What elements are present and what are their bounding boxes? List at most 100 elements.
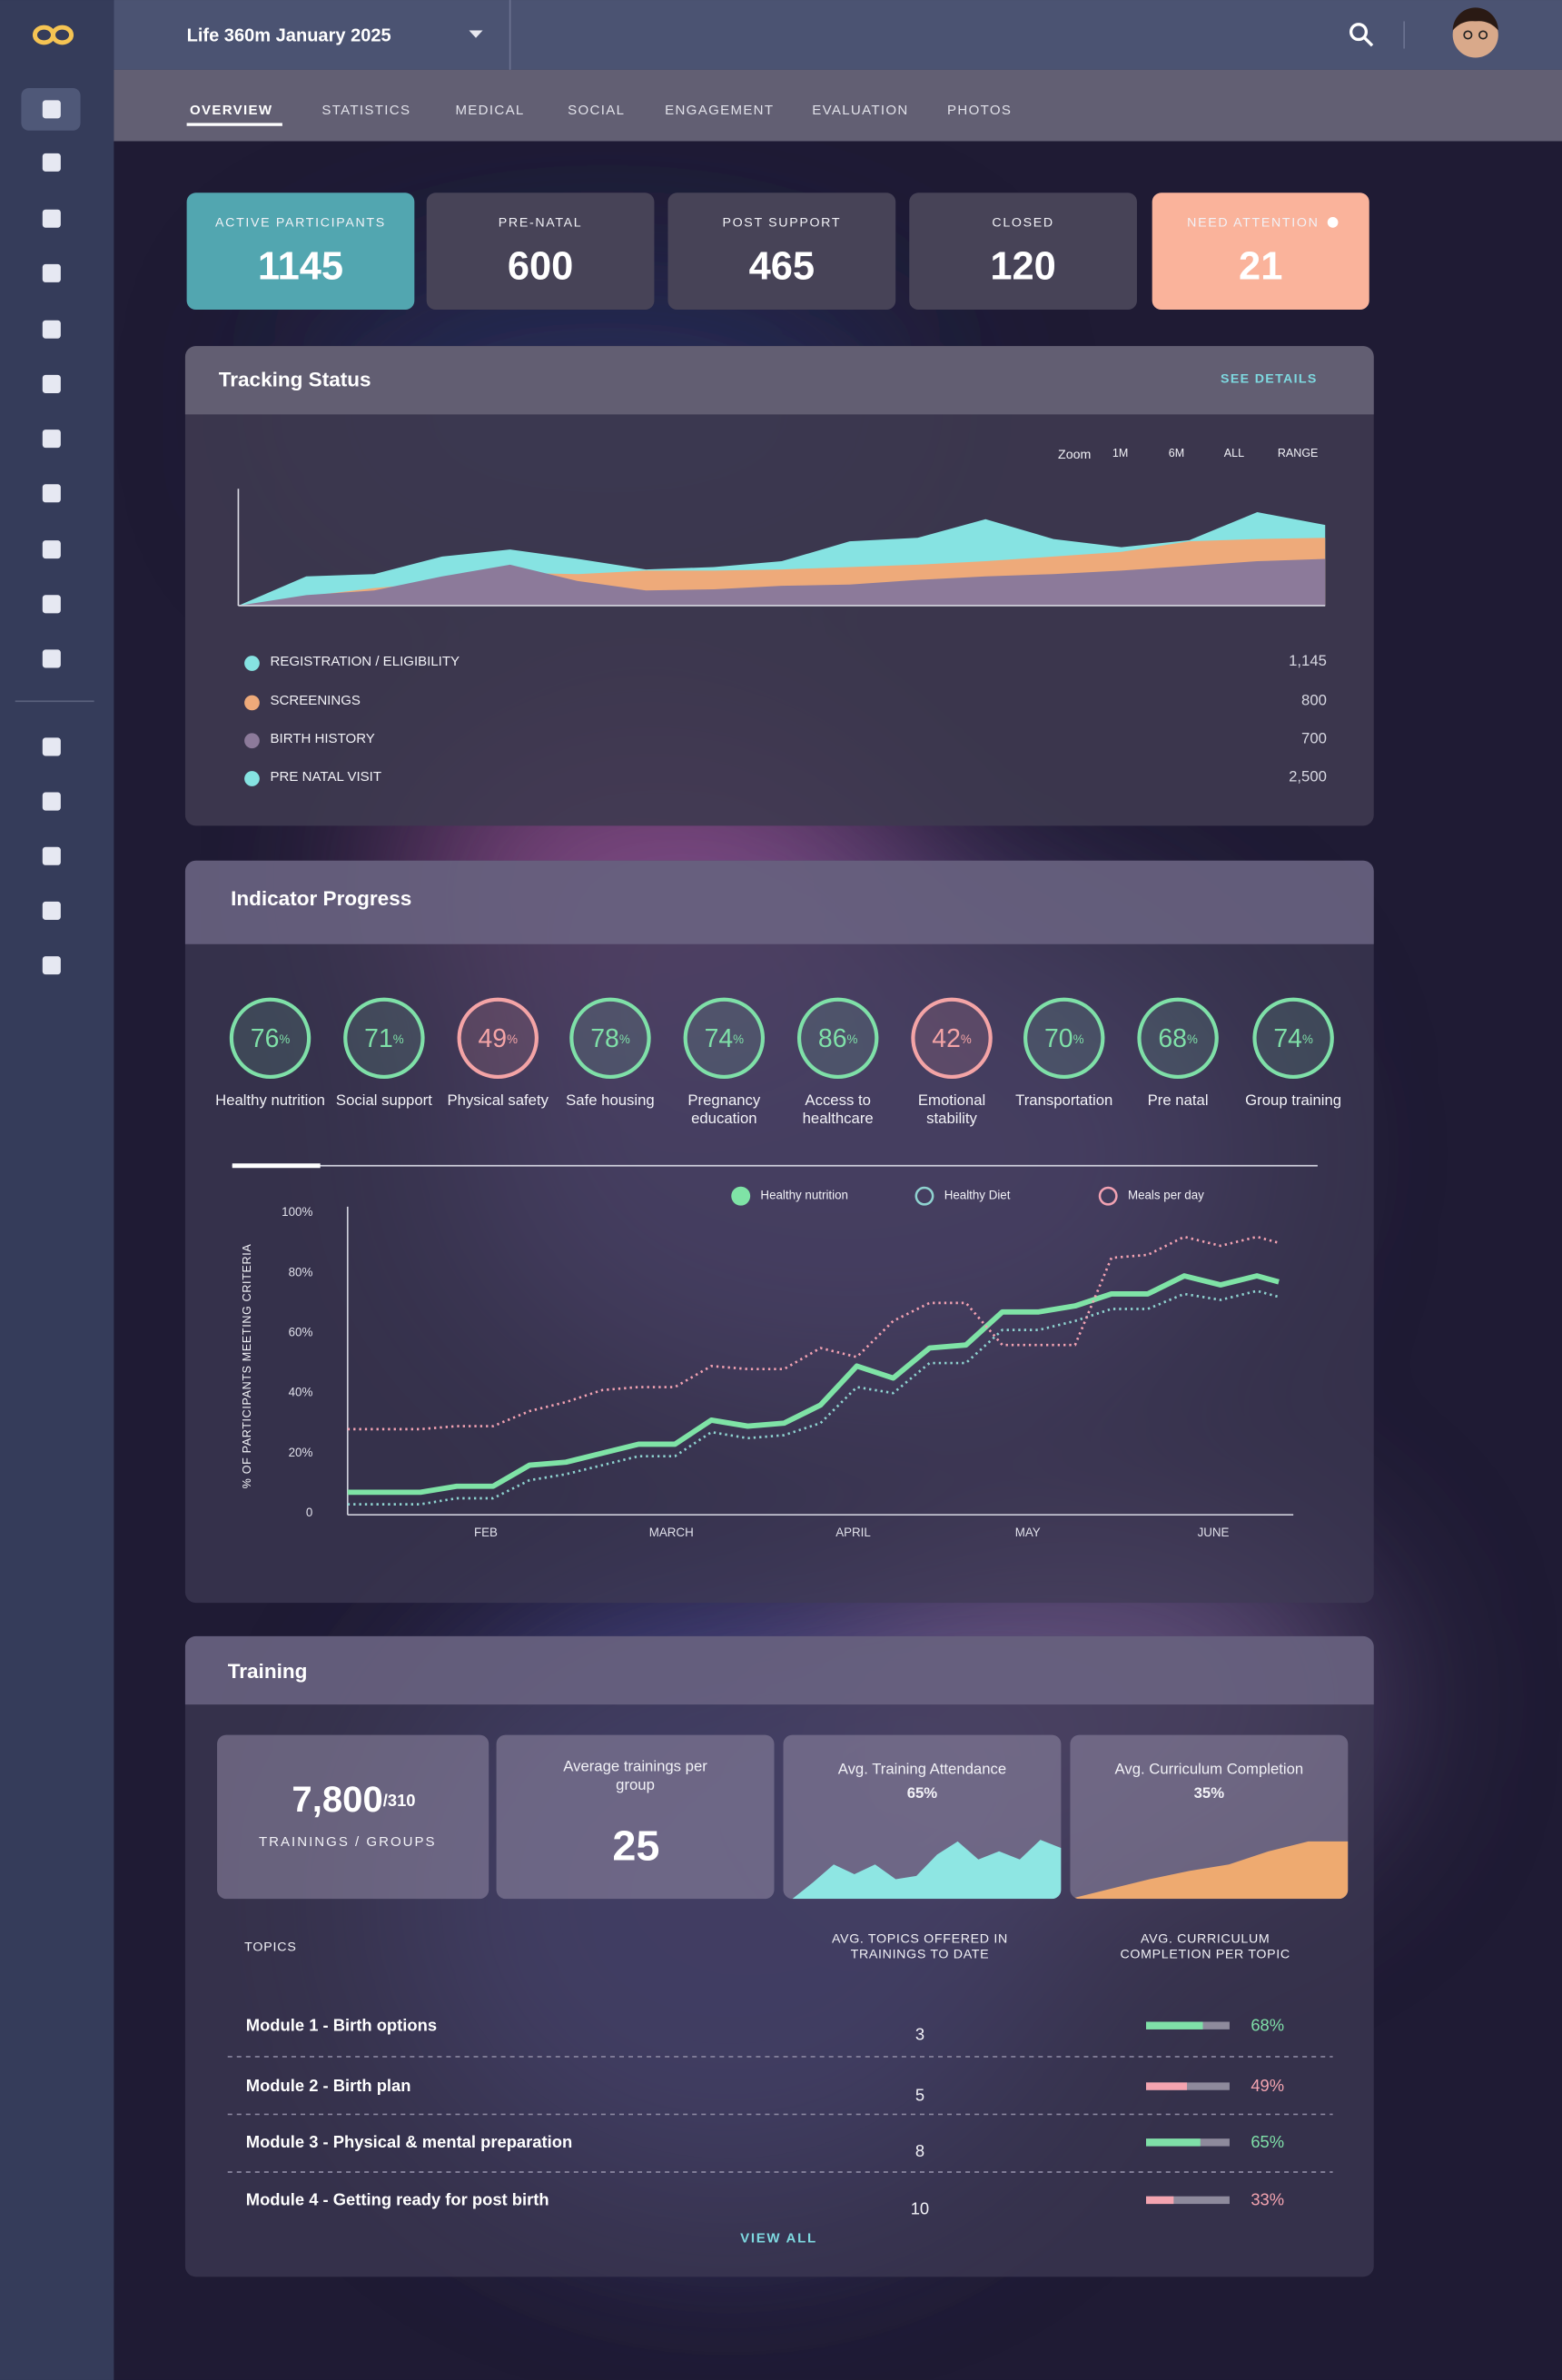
page-title: Life 360m January 2025 [187, 25, 391, 45]
avg-value: 25 [612, 1822, 659, 1869]
topic: Module 4 - Getting ready for post birth [246, 2190, 549, 2209]
column-header: AVG. TOPICS OFFERED IN TRAININGS TO DATE [831, 1931, 1008, 1961]
indicator-number: 71 [364, 1024, 393, 1053]
completion-label: 65% [1251, 2132, 1284, 2151]
nav-icon[interactable] [42, 792, 61, 811]
y-tick-label: 40% [289, 1386, 313, 1399]
nav-icon[interactable] [42, 209, 61, 228]
panel-title: Tracking Status [219, 369, 371, 391]
legend-dot [244, 695, 260, 711]
nav-icon[interactable] [42, 153, 61, 172]
indicator-value: 86% [818, 1024, 858, 1053]
nav-icon[interactable] [42, 430, 61, 449]
search-icon[interactable] [1349, 23, 1374, 47]
indicator-value: 70% [1044, 1024, 1084, 1053]
column-header: AVG. CURRICULUM COMPLETION PER TOPIC [1120, 1931, 1290, 1961]
progress-bar [1146, 2082, 1188, 2090]
kpi-label: CLOSED [992, 215, 1053, 230]
indicator-label: Pre natal [1147, 1092, 1209, 1110]
tab[interactable]: PHOTOS [947, 103, 1012, 118]
indicator-ring [683, 997, 766, 1080]
sparkline [792, 1840, 1062, 1900]
zoom-label: Zoom [1058, 448, 1091, 462]
indicator-ring [911, 997, 993, 1080]
legend-total: 2,500 [1289, 767, 1327, 785]
topics-offered: 5 [915, 2085, 924, 2104]
kpi-value: 465 [749, 244, 815, 288]
tab[interactable]: EVALUATION [812, 103, 908, 118]
indicator-number: 42 [932, 1024, 961, 1053]
nav-icon[interactable] [42, 737, 61, 756]
indicator-label-box: Pre natal [1147, 1092, 1209, 1110]
indicator-number: 74 [705, 1024, 734, 1053]
y-tick-label: 100% [282, 1205, 312, 1219]
indicator-unit: % [961, 1032, 972, 1046]
indicator-ring [1252, 997, 1334, 1080]
nav-icon[interactable] [42, 540, 61, 559]
line [347, 1235, 1280, 1431]
indicator-number: 68 [1158, 1024, 1187, 1053]
legend-total: 1,145 [1289, 652, 1327, 669]
y-tick-label: 20% [289, 1446, 313, 1459]
progress-track [1146, 2196, 1230, 2205]
kpi-card [426, 193, 655, 311]
nav-icon[interactable] [42, 595, 61, 614]
nav-icon[interactable] [42, 374, 61, 393]
zoom-option[interactable]: RANGE [1278, 447, 1319, 459]
nav-icon[interactable] [42, 846, 61, 865]
zoom-option[interactable]: 1M [1112, 447, 1128, 459]
nav-icon[interactable] [42, 484, 61, 503]
indicator-value: 42% [932, 1024, 972, 1053]
legend-dot [244, 771, 260, 786]
legend-dot [244, 656, 260, 671]
topics-offered: 10 [911, 2199, 929, 2218]
zoom-option[interactable]: ALL [1224, 447, 1244, 459]
view-all[interactable]: VIEW ALL [740, 2230, 817, 2246]
indicator-label: Access to healthcare [802, 1092, 874, 1128]
progress-bar [1146, 2021, 1203, 2029]
kpi-card [1152, 193, 1369, 311]
nav-icon[interactable] [42, 263, 61, 282]
dropdown-arrow[interactable] [469, 30, 483, 38]
nav-icon[interactable] [42, 649, 61, 668]
indicator-label: Healthy nutrition [215, 1092, 325, 1110]
tab[interactable]: STATISTICS [321, 103, 410, 118]
indicator-number: 70 [1044, 1024, 1073, 1053]
see-details[interactable]: SEE DETAILS [1221, 372, 1318, 387]
indicator-label: Transportation [1015, 1092, 1113, 1110]
tab[interactable]: ENGAGEMENT [665, 103, 774, 118]
avatar[interactable] [1452, 7, 1498, 58]
indicator-unit: % [279, 1032, 290, 1046]
indicator-label: Emotional stability [917, 1092, 986, 1128]
tab[interactable]: MEDICAL [455, 103, 524, 118]
kpi-card [909, 193, 1137, 311]
indicator-label: Physical safety [447, 1092, 549, 1110]
nav-icon[interactable] [42, 901, 61, 920]
indicator-unit: % [847, 1032, 858, 1046]
kpi-label: PRE-NATAL [499, 215, 583, 230]
completion-label: 33% [1251, 2190, 1284, 2209]
x-tick-label: MAY [1015, 1526, 1041, 1539]
nav-icon[interactable] [42, 100, 61, 119]
nav-icon[interactable] [42, 320, 61, 339]
legend-total: 700 [1301, 729, 1327, 746]
tab[interactable]: SOCIAL [568, 103, 625, 118]
card-title: Avg. Training Attendance [838, 1760, 1006, 1777]
tab[interactable]: OVERVIEW [190, 103, 272, 118]
legend-label: Healthy Diet [944, 1189, 1011, 1202]
legend-marker [731, 1186, 751, 1206]
indicator-ring [569, 997, 651, 1080]
indicator-number: 76 [251, 1024, 280, 1053]
legend-label: Healthy nutrition [760, 1189, 848, 1202]
indicator-unit: % [619, 1032, 630, 1046]
indicator-label: Pregnancy education [687, 1092, 761, 1128]
indicator-unit: % [1187, 1032, 1198, 1046]
nav-icon[interactable] [42, 956, 61, 975]
y-tick-label: 0 [306, 1506, 312, 1519]
zoom-option[interactable]: 6M [1169, 447, 1184, 459]
legend-label: Meals per day [1128, 1189, 1204, 1202]
topic: Module 3 - Physical & mental preparation [246, 2132, 572, 2151]
indicator-ring [343, 997, 425, 1080]
sparkline-area [792, 1840, 1062, 1900]
